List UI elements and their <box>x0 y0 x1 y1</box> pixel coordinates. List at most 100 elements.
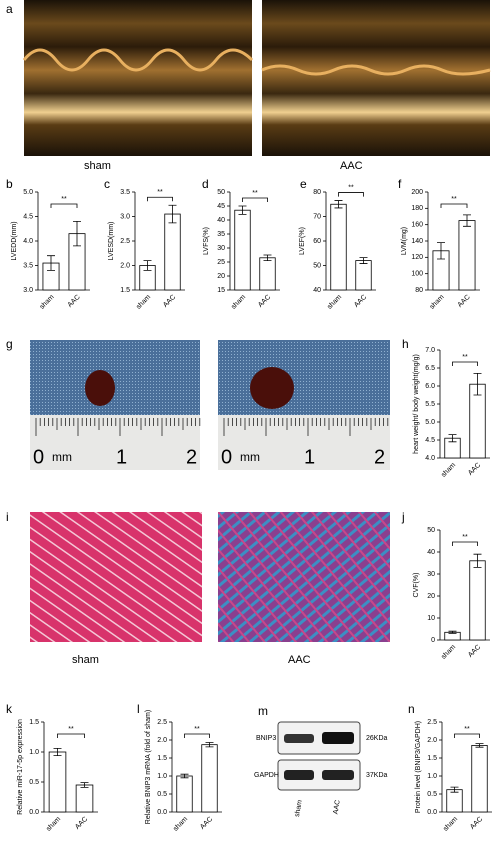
image-label: sham <box>72 654 99 666</box>
x-tick-label: sham <box>442 816 459 833</box>
ruler-label: mm <box>240 450 260 464</box>
y-axis-label: LVEF(%) <box>299 227 306 255</box>
chart: b 3.0 3.5 4.0 4.5 5.0 LVEDD(mm) sham AAC ** <box>6 177 90 311</box>
chart: j 0 10 20 30 40 50 CVF(%) sham AAC ** <box>401 510 490 661</box>
ruler-label: 2 <box>374 446 385 468</box>
x-tick-label: AAC <box>457 294 472 309</box>
bar <box>259 257 276 291</box>
y-tick-label: 80 <box>415 287 423 294</box>
bar <box>201 744 218 813</box>
significance-label: ** <box>462 354 468 361</box>
significance-bracket <box>147 196 173 202</box>
bar <box>355 260 372 291</box>
y-tick-label: 100 <box>411 271 423 278</box>
error-bar <box>437 242 445 260</box>
y-axis-label: heart weight/ body weight(mg/g) <box>413 354 420 454</box>
error-bar <box>473 553 482 568</box>
ruler-label: 0 <box>33 446 44 468</box>
chart: e 40 50 60 70 80 LVEF(%) sham AAC ** <box>299 177 376 311</box>
error-bar <box>47 255 55 271</box>
ruler <box>30 415 200 470</box>
error-bar <box>80 782 89 788</box>
y-tick-label: 0.5 <box>427 791 437 798</box>
y-tick-label: 1.5 <box>29 719 39 726</box>
error-bar <box>448 434 457 443</box>
error-bar <box>205 742 214 748</box>
x-tick-label: AAC <box>353 294 368 309</box>
y-tick-label: 2.5 <box>120 238 130 245</box>
significance-label: ** <box>348 184 354 191</box>
y-tick-label: 40 <box>217 217 225 224</box>
image-label: sham <box>84 160 111 172</box>
error-bar <box>473 373 482 396</box>
bar <box>48 751 67 813</box>
y-tick-label: 4.5 <box>425 437 435 444</box>
bar <box>234 209 251 291</box>
significance-bracket <box>338 192 364 197</box>
significance-bracket <box>57 733 85 738</box>
ruler-label: mm <box>52 450 72 464</box>
y-tick-label: 6.0 <box>425 383 435 390</box>
y-tick-label: 160 <box>411 222 423 229</box>
error-bar <box>73 221 81 247</box>
x-tick-label: AAC <box>199 816 214 831</box>
y-axis-label: Protein level (BNIP3/GAPDH) <box>415 721 422 813</box>
y-tick-label: 2.0 <box>157 737 167 744</box>
y-tick-label: 1.5 <box>157 755 167 762</box>
bar <box>75 784 94 813</box>
y-tick-label: 80 <box>313 189 321 196</box>
significance-bracket <box>184 733 210 738</box>
y-tick-label: 30 <box>427 571 435 578</box>
y-tick-label: 3.5 <box>23 262 33 269</box>
chart: n 0.0 0.5 1.0 1.5 2.0 2.5 Protein level (BNIP3/… <box>408 702 492 833</box>
y-axis-label: LVESD(mm) <box>108 222 115 261</box>
y-tick-label: 200 <box>411 189 423 196</box>
chart: c 1.5 2.0 2.5 3.0 3.5 LVESD(mm) sham AAC ** <box>104 177 185 311</box>
y-tick-label: 140 <box>411 238 423 245</box>
significance-bracket <box>242 197 268 202</box>
x-tick-label: AAC <box>467 462 482 477</box>
significance-label: ** <box>462 534 468 541</box>
panel-letter: a <box>6 2 13 16</box>
x-tick-label: sham <box>45 816 62 833</box>
y-tick-label: 50 <box>313 262 321 269</box>
bar <box>458 220 476 291</box>
error-bar <box>448 630 457 634</box>
y-tick-label: 7.0 <box>425 347 435 354</box>
significance-bracket <box>50 203 78 208</box>
error-bar <box>53 748 62 756</box>
x-tick-label: AAC <box>257 294 272 309</box>
lane-label: sham <box>294 799 304 817</box>
panel-letter: c <box>104 177 110 191</box>
significance-label: ** <box>252 190 258 197</box>
x-tick-label: AAC <box>67 294 82 309</box>
error-bar <box>463 214 471 227</box>
size-label: 26KDa <box>366 735 388 742</box>
blot-band <box>284 770 314 780</box>
ultrasound-image <box>262 0 490 156</box>
error-bar <box>143 260 152 271</box>
y-axis-label: Relative miR-17-5p expression <box>17 719 24 815</box>
panel-letter: i <box>6 510 9 524</box>
significance-label: ** <box>451 196 457 203</box>
x-tick-label: AAC <box>74 816 89 831</box>
x-tick-label: AAC <box>162 294 177 309</box>
y-tick-label: 35 <box>217 231 225 238</box>
significance-bracket <box>454 733 480 738</box>
y-tick-label: 15 <box>217 287 225 294</box>
significance-bracket <box>452 361 478 366</box>
y-tick-label: 180 <box>411 205 423 212</box>
histology-image <box>30 512 202 642</box>
chart: l 0.0 0.5 1.0 1.5 2.0 2.5 Relative BNIP3 mRNA (… <box>137 702 222 833</box>
y-tick-label: 2.5 <box>427 719 437 726</box>
y-tick-label: 0.0 <box>427 809 437 816</box>
heart <box>250 367 294 409</box>
y-axis-label: LVEDD(mm) <box>11 221 18 260</box>
bar <box>446 789 463 813</box>
x-tick-label: sham <box>230 294 247 311</box>
significance-bracket <box>452 541 478 546</box>
y-tick-label: 1.5 <box>427 755 437 762</box>
y-tick-label: 3.5 <box>120 189 130 196</box>
image-label: AAC <box>340 160 363 172</box>
